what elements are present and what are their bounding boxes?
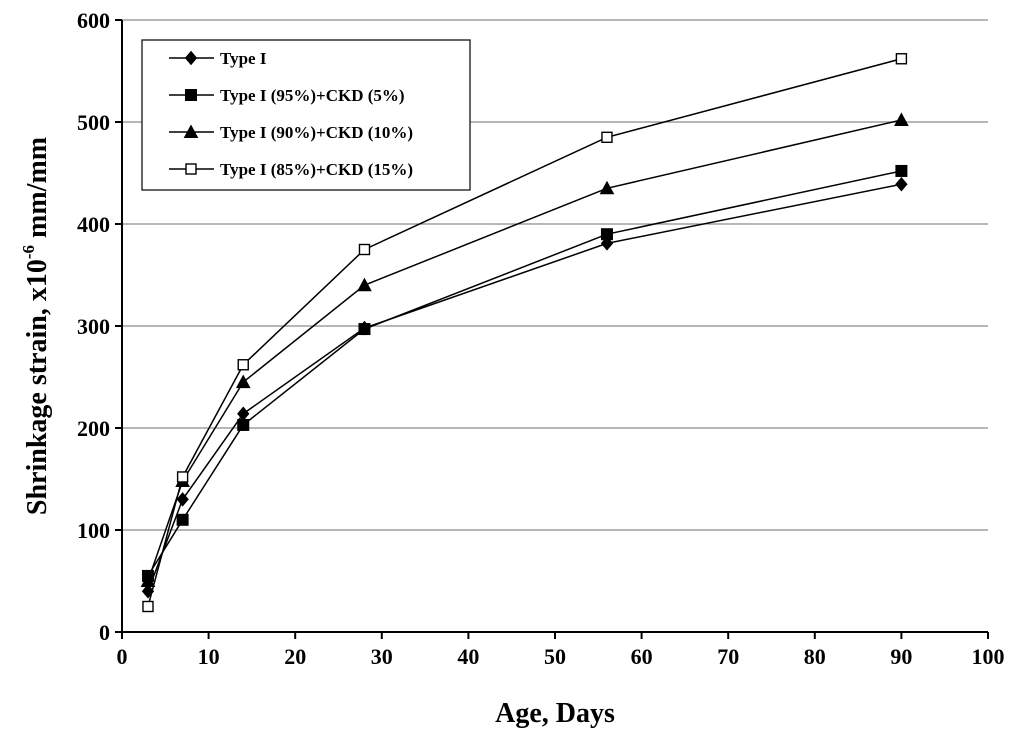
y-tick-label: 400 — [77, 212, 110, 237]
x-tick-label: 0 — [117, 644, 128, 669]
data-point — [142, 600, 154, 613]
x-tick-label: 100 — [972, 644, 1005, 669]
y-tick-label: 200 — [77, 416, 110, 441]
legend-marker — [183, 124, 199, 138]
series-line — [147, 170, 902, 577]
legend-marker — [185, 89, 197, 101]
x-tick-label: 60 — [631, 644, 653, 669]
data-point — [357, 277, 372, 292]
x-tick-label: 10 — [198, 644, 220, 669]
series-line — [147, 58, 902, 607]
y-axis-title-unit: mm/mm — [22, 137, 53, 245]
data-point — [894, 112, 909, 126]
axes — [115, 19, 989, 639]
data-point — [176, 492, 189, 507]
data-point — [358, 243, 371, 256]
legend-label: Type I (90%)+CKD (10%) — [220, 123, 413, 142]
legend-label: Type I (95%)+CKD (5%) — [220, 86, 405, 105]
y-tick-label: 100 — [77, 518, 110, 543]
y-tick-label: 500 — [77, 110, 110, 135]
data-point — [895, 176, 908, 192]
series — [140, 53, 909, 613]
legend-label: Type I — [220, 49, 267, 68]
series-4 — [142, 53, 908, 613]
tick-labels: 0 100 200 300 400 500 600 0 10 20 30 40 50 60 70 80 90 10… — [77, 8, 1005, 669]
data-point — [140, 573, 156, 587]
legend-marker — [185, 163, 197, 175]
data-point — [600, 228, 613, 241]
x-tick-label: 50 — [544, 644, 566, 669]
data-point — [237, 418, 250, 431]
legend-marker — [184, 50, 198, 66]
y-axis-title-superscript: -6 — [19, 245, 38, 259]
x-tick-label: 30 — [371, 644, 393, 669]
x-tick-label: 90 — [890, 644, 912, 669]
legend-entry: Type I (95%)+CKD (5%) — [169, 86, 405, 105]
y-axis-title-main: Shrinkage strain, x10 — [22, 259, 53, 515]
x-tick-label: 40 — [457, 644, 479, 669]
series-2 — [141, 164, 908, 582]
legend: Type I Type I (95%)+CKD (5%) Type I (90%)+… — [141, 39, 471, 191]
data-point — [895, 164, 908, 177]
x-tick-label: 70 — [717, 644, 739, 669]
data-point — [599, 180, 615, 195]
data-point — [895, 53, 908, 65]
data-point — [176, 471, 189, 483]
data-point — [358, 323, 371, 336]
y-tick-label: 600 — [77, 8, 110, 33]
x-axis-title: Age, Days — [495, 698, 615, 729]
y-axis-title: Shrinkage strain, x10-6 mm/mm — [19, 137, 53, 515]
x-tick-label: 20 — [284, 644, 306, 669]
y-tick-label: 0 — [99, 620, 110, 645]
data-point — [237, 359, 249, 371]
y-tick-label: 300 — [77, 314, 110, 339]
legend-entry: Type I (90%)+CKD (10%) — [169, 123, 413, 142]
x-tick-label: 80 — [804, 644, 826, 669]
series-1 — [141, 176, 908, 599]
legend-entry: Type I — [169, 49, 267, 68]
data-point — [176, 513, 189, 526]
data-point — [601, 131, 613, 144]
data-point — [235, 374, 251, 389]
legend-entry: Type I (85%)+CKD (15%) — [169, 160, 413, 179]
legend-label: Type I (85%)+CKD (15%) — [220, 160, 413, 179]
